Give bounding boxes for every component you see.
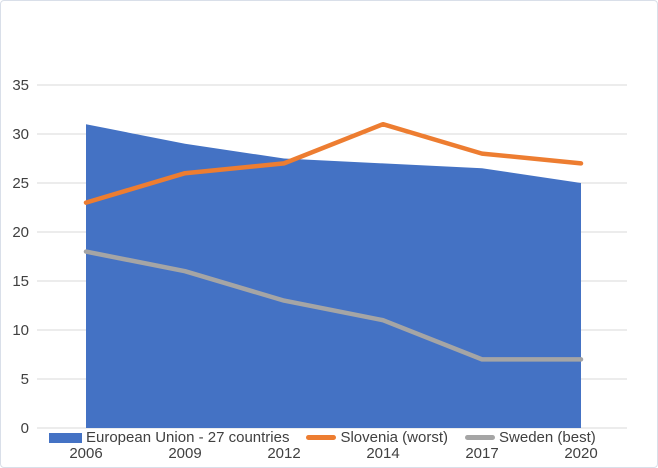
y-axis-tick-label: 20: [12, 224, 29, 241]
y-axis-tick-label: 35: [12, 77, 29, 94]
x-axis-tick-label: 2017: [465, 445, 498, 462]
x-axis-tick-label: 2020: [564, 445, 597, 462]
series-area-european-union-27-countries: [86, 124, 581, 428]
x-axis-tick-label: 2006: [69, 445, 102, 462]
y-axis-tick-label: 0: [21, 420, 29, 437]
chart-legend: European Union - 27 countries Slovenia (w…: [49, 429, 596, 446]
y-axis-tick-label: 5: [21, 371, 29, 388]
y-axis-tick-label: 15: [12, 273, 29, 290]
y-axis-tick-label: 30: [12, 126, 29, 143]
series-line-sweden-best: [83, 249, 584, 362]
legend-item-slovenia-worst: Slovenia (worst): [306, 430, 448, 445]
legend-label: European Union - 27 countries: [86, 429, 290, 446]
y-axis-tick-label: 10: [12, 322, 29, 339]
legend-label: Slovenia (worst): [340, 429, 449, 446]
legend-item-sweden-best: Sweden (best): [465, 430, 596, 445]
legend-swatch-european-union-27-countries: [49, 432, 82, 443]
x-axis-tick-label: 2009: [168, 445, 201, 462]
legend-swatch-sweden-best: [465, 435, 496, 440]
legend-label: Sweden (best): [499, 429, 596, 446]
legend-item-european-union-27-countries: European Union - 27 countries: [49, 430, 289, 445]
legend-swatch-slovenia-worst: [306, 435, 337, 440]
y-axis-tick-label: 25: [12, 175, 29, 192]
x-axis-tick-label: 2012: [267, 445, 300, 462]
series-line-slovenia-worst: [83, 121, 584, 205]
x-axis-tick-label: 2014: [366, 445, 399, 462]
